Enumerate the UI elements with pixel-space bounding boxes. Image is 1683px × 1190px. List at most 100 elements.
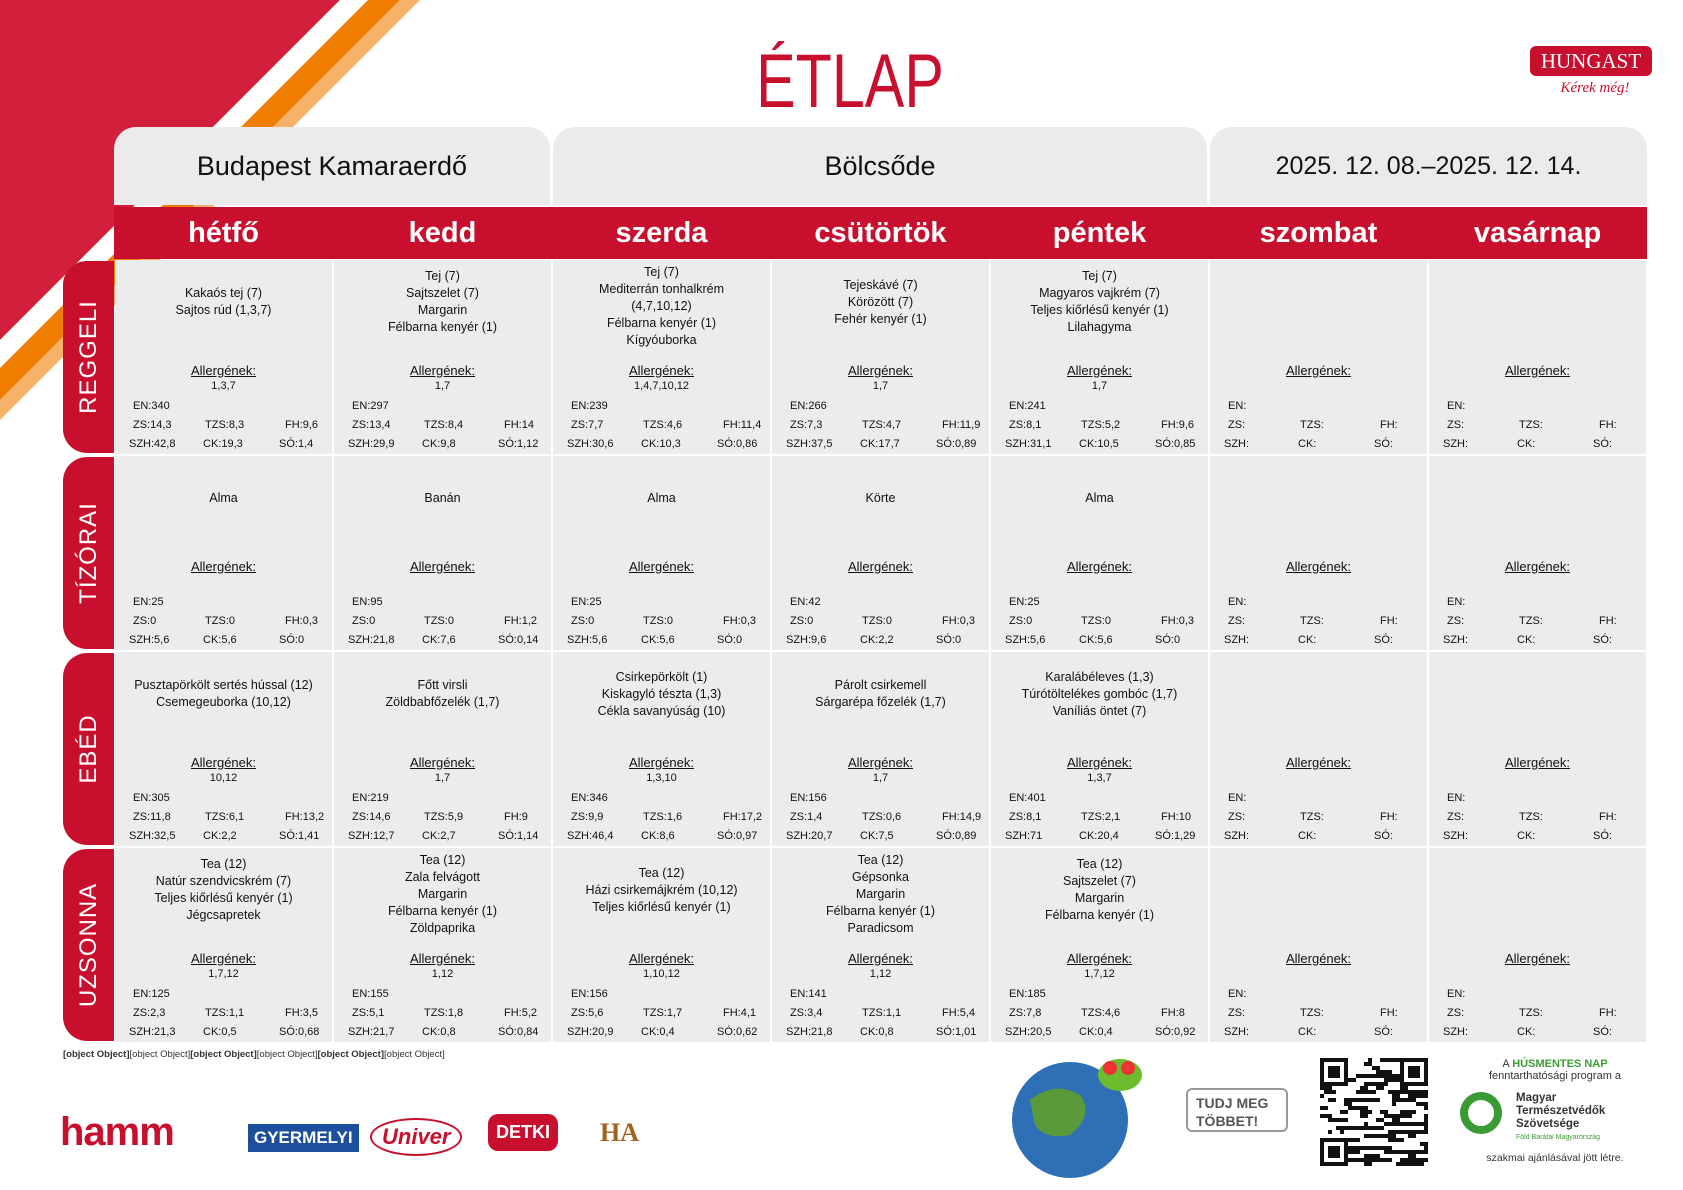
nutrition-value: SZH:31,1: [1005, 438, 1052, 450]
nutrition-value: TZS:0: [643, 615, 673, 627]
menu-cell: Tea (12) Zala felvágott Margarin Félbarna k…: [334, 848, 551, 1042]
program: A HÚSMENTES NAP fenntarthatósági program…: [1435, 1058, 1675, 1082]
nutrition-value: ZS:13,4: [352, 419, 391, 431]
allergen-label: Allergének:: [409, 951, 476, 966]
qr-module: [1388, 1158, 1392, 1162]
nutrition-value: ZS:7,7: [571, 419, 604, 431]
menu-item: Cékla savanyúság (10): [597, 703, 726, 718]
qr-module: [1412, 1158, 1416, 1162]
qr-module: [1412, 1134, 1416, 1138]
nutrition-value: FH:1,2: [504, 615, 538, 627]
qr-module: [1404, 1114, 1408, 1118]
allergen-values: 1,12: [869, 968, 892, 980]
nutrition-value: ZS:: [1228, 615, 1246, 627]
nutrition-value: CK:2,2: [203, 830, 237, 842]
menu-cell: Tej (7) Sajtszelet (7) Margarin Félbarna ke…: [334, 260, 551, 454]
nutrition-value: FH:13,2: [285, 811, 325, 823]
menu-cell: Tea (12) Gépsonka Margarin Félbarna kenyér …: [772, 848, 989, 1042]
menu-cell: Tea (12) Sajtszelet (7) Margarin Félbarna k…: [991, 848, 1208, 1042]
menu-item: Mediterrán tonhalkrém: [598, 282, 725, 296]
qr-module: [1396, 1094, 1400, 1098]
menu-cell: Tej (7) Mediterrán tonhalkrém (4,7,10,12) F…: [553, 260, 770, 454]
qr-module: [1412, 1070, 1416, 1074]
allergen-values: 1,10,12: [643, 968, 680, 980]
allergen-label: Allergének:: [847, 559, 914, 574]
qr-module: [1408, 1134, 1412, 1138]
qr-module: [1392, 1130, 1396, 1134]
allergen-values: 1,7: [1091, 380, 1108, 392]
qr-module: [1360, 1158, 1364, 1162]
menu-item: Zala felvágott: [404, 870, 481, 884]
qr-module: [1328, 1118, 1332, 1122]
legend-text: [object Object]: [317, 1049, 385, 1060]
nutrition-value: TZS:5,9: [424, 811, 464, 823]
qr-module: [1396, 1074, 1400, 1078]
menu-item: Csemegeuborka (10,12): [156, 695, 291, 709]
nutrition-value: SZH:42,8: [129, 438, 176, 450]
nutrition-value: ZS:14,6: [352, 811, 391, 823]
nutrition-value: SZH:: [1224, 634, 1250, 646]
qr-module: [1400, 1110, 1404, 1114]
qr-module: [1364, 1074, 1368, 1078]
qr-module: [1384, 1082, 1388, 1086]
nutrition-value: ZS:14,3: [133, 419, 172, 431]
nutrition-value: EN:42: [790, 596, 821, 608]
menu-item: Zöldpaprika: [409, 921, 476, 935]
logo: Univer: [370, 1118, 463, 1156]
qr-module: [1388, 1070, 1392, 1074]
qr-module: [1324, 1114, 1328, 1118]
qr-module: [1352, 1106, 1356, 1110]
nutrition-value: TZS:1,1: [205, 1007, 245, 1019]
nutrition-value: SZH:21,7: [348, 1026, 395, 1038]
nutrition-value: TZS:1,1: [862, 1007, 902, 1019]
nutrition-value: CK:0,8: [422, 1026, 456, 1038]
qr-module: [1420, 1122, 1424, 1126]
nutrition-value: SZH:20,5: [1005, 1026, 1052, 1038]
qr-module: [1408, 1098, 1412, 1102]
nutrition-value: TZS:4,7: [862, 419, 902, 431]
nutrition-value: FH:5,4: [942, 1007, 976, 1019]
qr-module: [1348, 1158, 1352, 1162]
closing: szakmai ajánlásával jött létre.: [1486, 1152, 1624, 1164]
menu-item: Teljes kiőrlésű kenyér (1): [1030, 303, 1169, 317]
allergen-values: 1,7: [434, 380, 451, 392]
qr-module: [1328, 1098, 1332, 1102]
nutrition-value: CK:5,6: [1079, 634, 1113, 646]
menu-item: Tej (7): [1082, 269, 1117, 283]
menu-item: Tea (12): [857, 853, 904, 867]
nutrition-value: SZH:37,5: [786, 438, 833, 450]
allergen-label: Allergének:: [847, 363, 914, 378]
nutrition-value: FH:11,9: [942, 419, 981, 431]
allergen-label: Allergének:: [1504, 363, 1571, 378]
qr-module: [1328, 1086, 1332, 1090]
qr-module: [1320, 1114, 1324, 1118]
menu-items: Alma: [115, 490, 332, 507]
nutrition-value: SÓ:0,84: [498, 1026, 539, 1038]
nutrition-value: FH:: [1599, 419, 1617, 431]
nutrition-value: ZS:0: [790, 615, 814, 627]
meal-label: REGGELI: [63, 261, 114, 453]
qr-module: [1416, 1150, 1420, 1154]
qr-module: [1384, 1158, 1388, 1162]
qr-module: [1344, 1150, 1348, 1154]
menu-cell: Karalábéleves (1,3) Túrótöltelékes gombóc…: [991, 652, 1208, 846]
nutrition-value: TZS:: [1519, 419, 1543, 431]
menu-item: Natúr szendvicskrém (7): [155, 874, 292, 888]
nutrition-value: SZH:: [1443, 634, 1469, 646]
qr-module: [1336, 1126, 1340, 1130]
nutrition-value: SÓ:0,89: [936, 830, 977, 842]
nutrition-value: EN:: [1228, 400, 1247, 412]
qr-module: [1380, 1118, 1384, 1122]
qr-module: [1324, 1086, 1328, 1090]
nutrition-value: SÓ:: [1374, 830, 1393, 842]
qr-module: [1412, 1082, 1416, 1086]
nutrition-value: SÓ:0: [1155, 634, 1181, 646]
qr-module: [1340, 1130, 1344, 1134]
menu-item: Fehér kenyér (1): [834, 311, 927, 326]
allergen-label: Allergének:: [190, 951, 257, 966]
qr-module: [1416, 1158, 1420, 1162]
nutrition-value: EN:: [1447, 596, 1466, 608]
nutrition-value: ZS:11,8: [133, 811, 171, 823]
qr-module: [1416, 1122, 1420, 1126]
qr-module: [1416, 1162, 1420, 1166]
